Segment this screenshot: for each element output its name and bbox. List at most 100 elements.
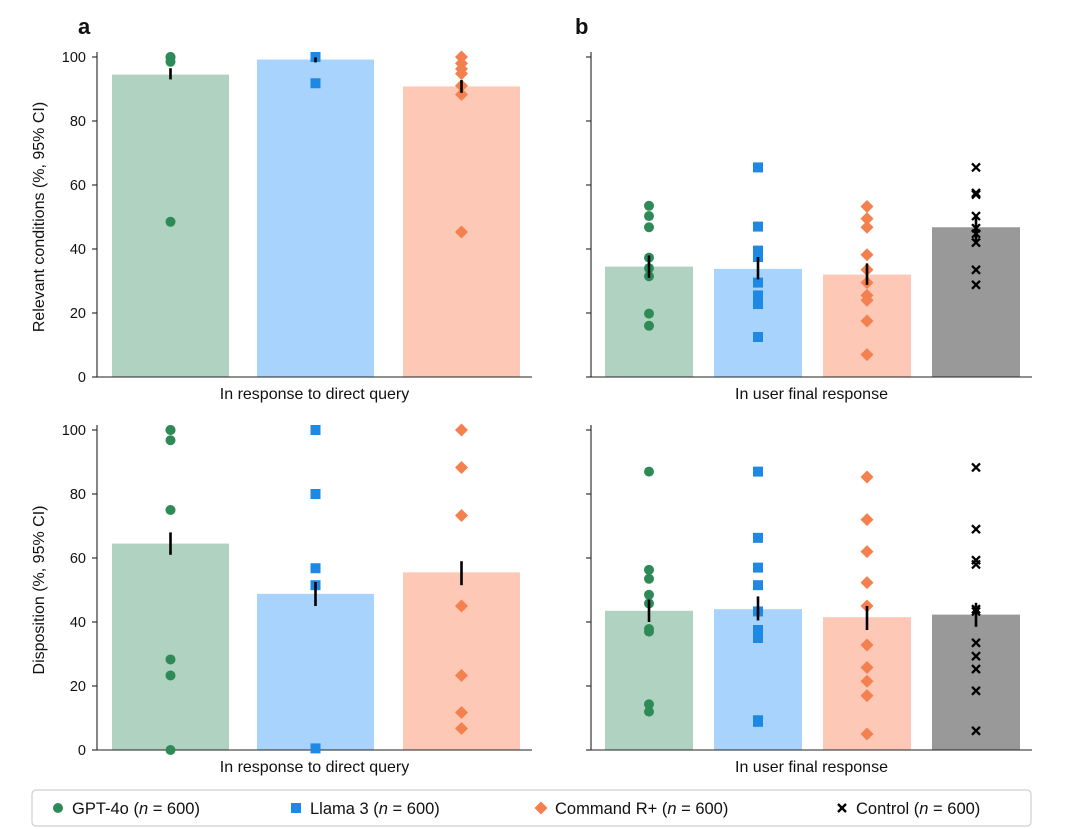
legend-label: Llama 3 (n = 600) bbox=[310, 800, 440, 818]
data-point bbox=[165, 745, 176, 755]
legend-box bbox=[31, 789, 1032, 827]
data-point bbox=[644, 211, 654, 222]
data-point bbox=[753, 562, 763, 573]
data-point bbox=[455, 722, 468, 736]
legend-marker bbox=[291, 803, 301, 813]
data-point bbox=[971, 651, 981, 662]
bar-gpt-4o bbox=[112, 543, 229, 750]
data-point bbox=[753, 162, 763, 173]
legend-label: Control (n = 600) bbox=[856, 800, 980, 818]
data-point bbox=[860, 689, 874, 703]
data-point bbox=[644, 222, 654, 233]
data-point bbox=[310, 425, 321, 435]
data-point bbox=[860, 314, 874, 328]
x-axis-label: In response to direct query bbox=[220, 759, 409, 776]
data-point bbox=[455, 67, 468, 81]
data-point bbox=[860, 660, 874, 674]
data-point bbox=[971, 664, 981, 674]
legend-label: Command R+ (n = 600) bbox=[555, 800, 728, 818]
y-axis-label: Disposition (%, 95% CI) bbox=[31, 506, 48, 675]
data-point bbox=[165, 216, 176, 227]
data-point bbox=[753, 633, 763, 643]
legend-marker bbox=[837, 803, 847, 813]
bar-llama-3 bbox=[257, 59, 374, 378]
legend-label: GPT-4o (n = 600) bbox=[72, 800, 200, 818]
data-point bbox=[860, 348, 874, 362]
x-axis-label: In user final response bbox=[735, 759, 888, 776]
data-point bbox=[455, 423, 468, 437]
data-point bbox=[753, 277, 763, 288]
data-point bbox=[860, 293, 874, 307]
data-point bbox=[860, 545, 874, 559]
data-point bbox=[971, 725, 981, 736]
data-point bbox=[455, 508, 468, 522]
data-point bbox=[860, 727, 874, 741]
chart-panel-a-top: 0 20 40 60 80 100 In response to direct query R… bbox=[31, 14, 532, 403]
x-axis-label: In response to direct query bbox=[220, 386, 409, 403]
data-point bbox=[971, 280, 981, 290]
data-point bbox=[860, 199, 874, 213]
data-point bbox=[165, 670, 176, 681]
data-point bbox=[165, 56, 176, 67]
y-tick-label: 60 bbox=[70, 551, 86, 567]
data-point bbox=[644, 626, 654, 637]
data-point bbox=[860, 513, 874, 527]
data-point bbox=[753, 716, 763, 727]
data-point bbox=[971, 685, 981, 696]
data-point bbox=[753, 466, 763, 477]
data-point bbox=[971, 637, 981, 648]
y-tick-label: 40 bbox=[70, 615, 86, 631]
data-point bbox=[971, 162, 981, 173]
y-tick-label: 20 bbox=[70, 679, 86, 695]
data-point bbox=[455, 87, 468, 101]
bar-llama-3 bbox=[257, 593, 374, 750]
data-point bbox=[753, 532, 763, 543]
data-point bbox=[644, 589, 654, 600]
data-point bbox=[860, 212, 874, 226]
data-point bbox=[860, 576, 874, 590]
data-point bbox=[455, 668, 468, 682]
data-point bbox=[971, 237, 981, 248]
legend: GPT-4o (n = 600) Llama 3 (n = 600) Command… bbox=[31, 789, 1032, 827]
data-point bbox=[310, 78, 321, 89]
data-point bbox=[860, 248, 874, 262]
legend-marker bbox=[53, 803, 63, 813]
y-tick-label: 100 bbox=[62, 50, 86, 66]
data-point bbox=[455, 706, 468, 720]
data-point bbox=[310, 52, 321, 62]
data-point bbox=[644, 308, 654, 319]
y-tick-label: 80 bbox=[70, 487, 86, 503]
data-point bbox=[644, 320, 654, 331]
data-point bbox=[971, 524, 981, 535]
y-tick-label: 0 bbox=[78, 370, 86, 386]
y-tick-label: 80 bbox=[70, 114, 86, 130]
data-point bbox=[644, 466, 654, 477]
data-point bbox=[753, 290, 763, 301]
chart-panel-a-bottom: 0 20 40 60 80 100 In response to direct query D… bbox=[31, 423, 532, 776]
data-point bbox=[165, 654, 176, 665]
data-point bbox=[165, 505, 176, 515]
data-point bbox=[753, 332, 763, 342]
data-point bbox=[753, 221, 763, 232]
data-point bbox=[310, 489, 321, 499]
bar-control bbox=[932, 227, 1020, 377]
data-point bbox=[753, 299, 763, 310]
data-point bbox=[644, 573, 654, 584]
y-axis-label: Relevant conditions (%, 95% CI) bbox=[31, 102, 48, 332]
data-point bbox=[971, 264, 981, 275]
data-point bbox=[971, 462, 981, 473]
data-point bbox=[860, 638, 874, 652]
x-axis-label: In user final response bbox=[735, 386, 888, 403]
y-tick-label: 0 bbox=[78, 743, 86, 759]
y-tick-label: 100 bbox=[62, 423, 86, 439]
data-point bbox=[165, 425, 176, 435]
data-point bbox=[165, 435, 176, 446]
data-point bbox=[644, 706, 654, 717]
y-tick-label: 40 bbox=[70, 242, 86, 258]
panel-letter: b bbox=[575, 14, 588, 39]
chart-panel-b-top: In user final response b bbox=[575, 14, 1032, 403]
data-point bbox=[310, 563, 321, 574]
data-point bbox=[860, 674, 874, 688]
legend-marker bbox=[534, 801, 548, 815]
data-point bbox=[644, 699, 654, 710]
